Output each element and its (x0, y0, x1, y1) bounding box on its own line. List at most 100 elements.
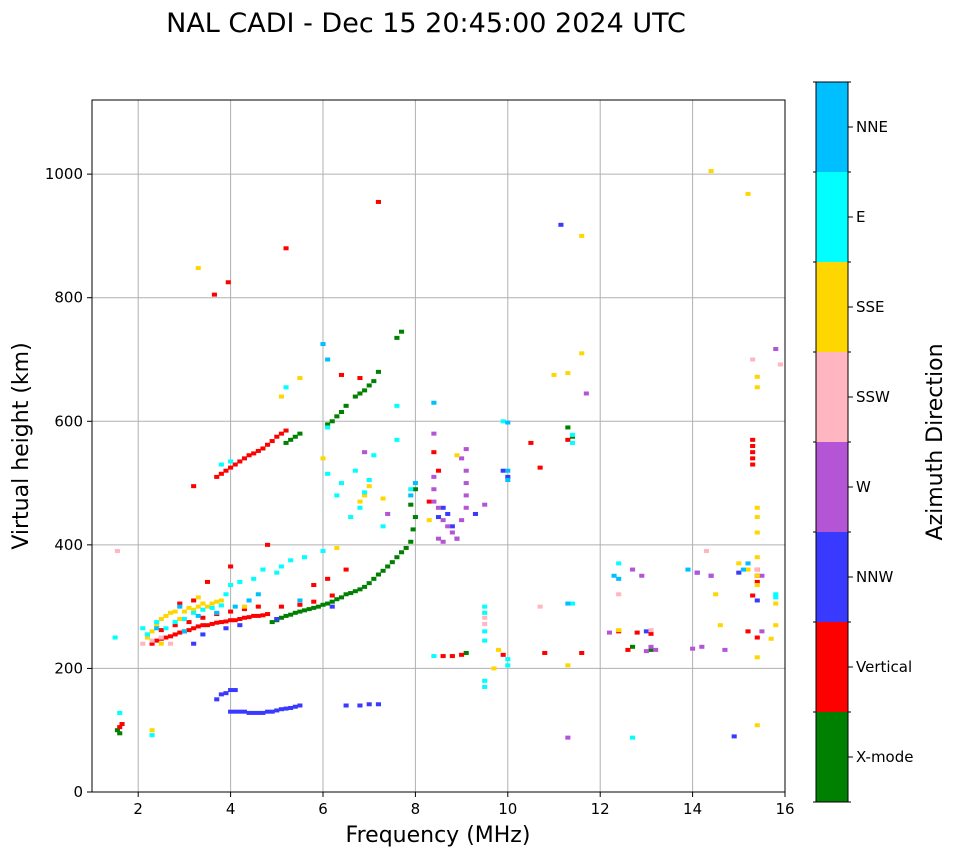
echo-point (297, 602, 303, 607)
echo-point (200, 632, 206, 637)
echo-point (163, 635, 169, 640)
echo-point (325, 471, 331, 476)
colorbar-tick-label: E (856, 208, 865, 226)
echo-point (274, 617, 280, 621)
echo-point (685, 567, 691, 572)
series-ssw (114, 357, 783, 646)
y-tick-label: 800 (54, 289, 83, 307)
echo-point (431, 474, 437, 479)
echo-point (648, 647, 654, 652)
echo-point (639, 573, 645, 578)
echo-point (149, 638, 155, 643)
echo-point (191, 607, 197, 612)
grid (92, 100, 785, 792)
echo-point (214, 610, 220, 615)
y-tick-label: 400 (54, 536, 83, 554)
echo-point (375, 199, 381, 204)
echo-point (204, 623, 211, 628)
echo-point (616, 576, 622, 581)
echo-point (482, 629, 488, 634)
echo-point (343, 592, 349, 597)
echo-point (223, 468, 229, 473)
echo-point (385, 511, 391, 516)
echo-point (149, 728, 155, 733)
echo-point (754, 385, 760, 390)
echo-point (237, 617, 243, 621)
echo-point (565, 663, 571, 668)
echo-point (375, 702, 381, 707)
echo-point (181, 629, 187, 634)
echo-point (357, 391, 363, 396)
colorbar-segment (816, 262, 848, 352)
echo-point (241, 615, 248, 620)
echo-point (754, 583, 760, 588)
echo-point (218, 462, 224, 467)
colorbar-segments (816, 82, 848, 802)
echo-point (186, 605, 192, 610)
echo-point (431, 499, 437, 504)
echo-point (459, 652, 465, 657)
echo-point (241, 456, 248, 461)
echo-point (167, 641, 174, 646)
echo-point (482, 604, 488, 609)
series-e (112, 385, 779, 740)
echo-point (482, 621, 488, 626)
echo-point (569, 432, 576, 437)
echo-point (297, 703, 303, 708)
echo-point (569, 601, 576, 606)
echo-point (750, 456, 756, 461)
echo-point (403, 545, 409, 550)
echo-point (459, 456, 465, 461)
echo-point (648, 628, 654, 633)
echo-point (745, 629, 751, 634)
echo-point (754, 505, 760, 510)
echo-point (274, 434, 280, 439)
echo-point (329, 604, 335, 609)
echo-point (186, 620, 192, 625)
echo-point (496, 647, 502, 652)
echo-point (505, 420, 511, 425)
echo-point (371, 379, 377, 384)
echo-point (505, 663, 511, 668)
echo-point (255, 613, 261, 618)
echo-point (352, 589, 358, 594)
series-nne (154, 342, 751, 634)
echo-point (260, 710, 266, 715)
echo-point (228, 465, 234, 470)
echo-point (200, 601, 206, 606)
x-tick-label: 16 (775, 800, 794, 818)
echo-point (191, 598, 197, 603)
echo-point (191, 641, 197, 646)
echo-point (482, 678, 488, 683)
x-tick-label: 2 (133, 800, 143, 818)
echo-point (362, 450, 368, 455)
echo-point (537, 465, 543, 470)
echo-point (371, 453, 377, 458)
echo-point (311, 599, 317, 604)
echo-point (431, 400, 437, 405)
echo-point (278, 604, 284, 609)
echo-point (338, 372, 345, 377)
echo-point (278, 431, 284, 436)
echo-point (482, 615, 488, 620)
echo-point (177, 617, 183, 621)
echo-point (214, 474, 220, 479)
echo-point (565, 735, 571, 740)
echo-point (435, 515, 442, 520)
echo-point (717, 623, 723, 628)
echo-point (380, 568, 386, 573)
echo-point (463, 493, 469, 498)
echo-point (228, 618, 234, 623)
echo-point (703, 549, 710, 554)
colorbar-tick-label: SSW (856, 388, 890, 406)
echo-point (491, 666, 497, 671)
echo-point (482, 638, 488, 643)
echo-point (699, 644, 705, 649)
echo-point (209, 621, 215, 626)
echo-point (754, 598, 760, 603)
echo-point (482, 610, 488, 615)
plot-area: 2 4 6 8 10 12 14 16 0 200 400 600 800 1000 (45, 99, 795, 818)
echo-point (408, 493, 414, 498)
echo-point (112, 635, 118, 640)
echo-point (579, 650, 585, 655)
